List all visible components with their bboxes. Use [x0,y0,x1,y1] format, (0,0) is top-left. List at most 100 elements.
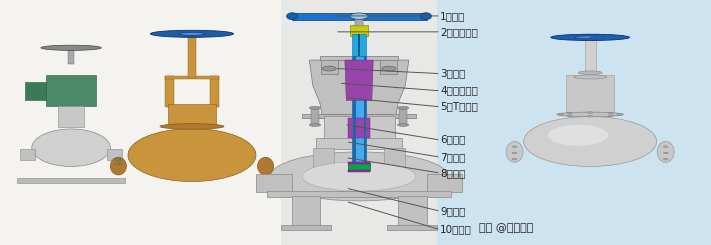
Bar [352,56,366,169]
Bar [387,225,437,230]
Bar [68,48,74,64]
Ellipse shape [110,157,127,175]
Ellipse shape [506,141,523,162]
Text: 7、阀盖: 7、阀盖 [440,152,466,162]
Ellipse shape [32,129,110,167]
Bar [25,82,46,100]
Ellipse shape [309,123,321,126]
Bar [316,138,402,149]
Text: 头条 @暖通南社: 头条 @暖通南社 [479,223,533,233]
Bar [355,19,363,26]
Bar [364,56,366,169]
Bar [584,37,596,77]
Polygon shape [309,60,409,115]
Bar [353,56,356,169]
Bar [320,56,398,60]
Text: 3、阀杆: 3、阀杆 [440,69,466,78]
Bar [210,76,219,107]
Ellipse shape [160,124,224,129]
Ellipse shape [150,30,233,37]
Ellipse shape [547,125,609,146]
Bar [292,13,427,20]
Bar [188,34,196,78]
Circle shape [588,112,592,113]
Circle shape [616,114,621,115]
Ellipse shape [574,75,606,79]
Bar [281,225,331,230]
Bar [352,34,366,56]
Circle shape [567,112,572,114]
Bar [348,118,370,138]
Ellipse shape [657,141,674,162]
Bar [380,58,397,74]
Circle shape [663,146,668,147]
Circle shape [382,66,396,71]
Text: 8、垫片: 8、垫片 [440,168,466,178]
Circle shape [512,152,517,154]
Bar [311,108,319,125]
Ellipse shape [575,36,605,39]
Circle shape [567,115,572,117]
Circle shape [115,159,120,161]
Ellipse shape [397,106,409,109]
Bar [58,106,85,127]
Circle shape [116,158,121,159]
Circle shape [117,163,122,165]
Bar [321,58,338,74]
Circle shape [322,66,336,71]
FancyArrowPatch shape [376,164,442,180]
Circle shape [114,163,119,164]
Bar [20,149,35,160]
Text: 6、填料: 6、填料 [440,135,466,145]
Bar [324,116,395,140]
Bar [384,148,405,181]
Circle shape [588,115,592,117]
Circle shape [117,159,122,161]
Bar [292,196,320,228]
Polygon shape [345,60,373,100]
Text: 1、手轮: 1、手轮 [440,11,466,21]
Bar [437,0,711,245]
Circle shape [608,115,613,117]
Bar [348,162,370,164]
Ellipse shape [523,116,657,167]
Ellipse shape [397,123,409,126]
Bar [165,76,174,107]
Circle shape [663,158,668,160]
Text: 5、T形螺栓: 5、T形螺栓 [440,102,478,111]
Bar [350,25,368,36]
Bar [168,104,216,126]
Bar [17,178,125,183]
Text: 2、阀杆螺母: 2、阀杆螺母 [440,27,478,37]
Bar [107,149,122,160]
Circle shape [350,13,368,19]
Ellipse shape [287,13,298,20]
Bar [46,75,97,106]
Ellipse shape [578,71,602,75]
Bar [0,0,281,245]
Text: 4、填料压盖: 4、填料压盖 [440,86,478,96]
Bar [358,34,360,56]
Ellipse shape [41,45,102,50]
Bar [348,170,370,172]
Circle shape [512,146,517,147]
FancyArrowPatch shape [276,164,342,180]
Ellipse shape [179,32,205,35]
Ellipse shape [551,34,629,40]
Bar [165,76,219,79]
Ellipse shape [257,157,274,175]
Bar [267,191,451,197]
Bar [427,174,462,192]
Circle shape [559,114,564,115]
Circle shape [663,152,668,154]
Ellipse shape [420,13,432,20]
Ellipse shape [309,106,321,109]
Bar [302,114,416,118]
Bar [399,108,407,125]
Ellipse shape [557,112,624,117]
Bar [256,174,292,192]
Bar [348,163,370,170]
Ellipse shape [270,152,448,201]
Text: 9、阀瓣: 9、阀瓣 [440,206,466,216]
Ellipse shape [128,129,256,182]
